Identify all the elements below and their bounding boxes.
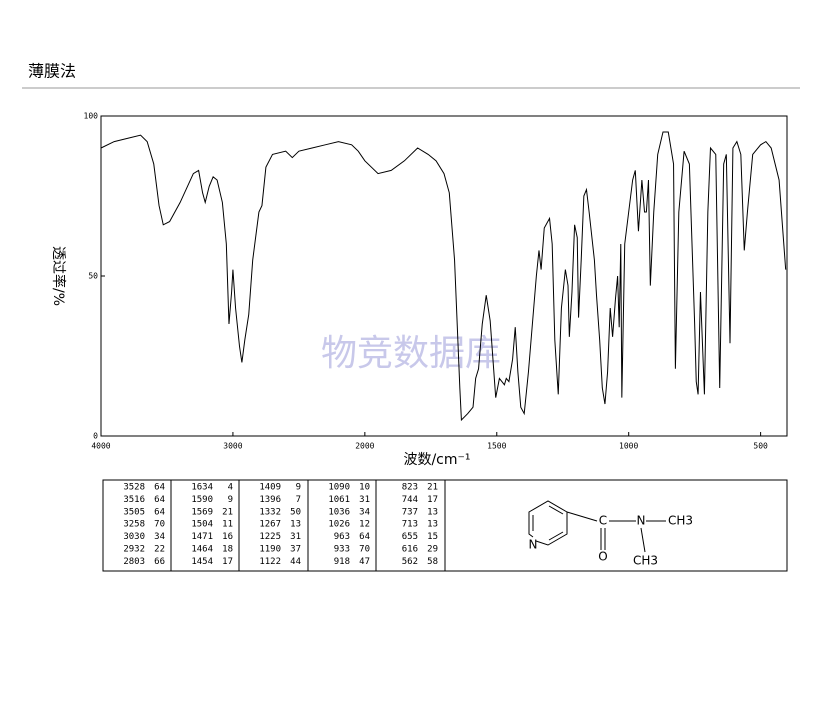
peak-transmittance: 13 [427, 507, 438, 517]
peak-transmittance: 21 [222, 507, 233, 517]
peak-transmittance: 34 [359, 507, 370, 517]
peak-wavenumber: 1225 [259, 532, 281, 542]
peak-transmittance: 64 [154, 483, 165, 493]
peak-transmittance: 15 [427, 532, 438, 542]
peak-wavenumber: 1026 [328, 520, 350, 530]
peak-wavenumber: 963 [334, 532, 350, 542]
peak-wavenumber: 1634 [191, 483, 213, 493]
peak-wavenumber: 3505 [123, 507, 145, 517]
peak-transmittance: 13 [290, 520, 301, 530]
atom-label: C [599, 514, 607, 528]
peak-wavenumber: 823 [402, 483, 418, 493]
peak-transmittance: 70 [154, 520, 165, 530]
y-tick-label: 0 [93, 432, 98, 441]
plot-frame [100, 115, 788, 437]
peak-wavenumber: 562 [402, 557, 418, 567]
peak-transmittance: 4 [228, 483, 233, 493]
peak-transmittance: 66 [154, 557, 165, 567]
peak-wavenumber: 1036 [328, 507, 350, 517]
peak-transmittance: 12 [359, 520, 370, 530]
structure-bonds [528, 500, 666, 553]
peak-wavenumber: 737 [402, 507, 418, 517]
peak-wavenumber: 3258 [123, 520, 145, 530]
page-title: 薄膜法 [28, 62, 76, 81]
peak-transmittance: 21 [427, 483, 438, 493]
peak-wavenumber: 2932 [123, 545, 145, 555]
x-tick-label: 500 [753, 442, 768, 451]
x-tick-label: 1000 [619, 442, 638, 451]
atom-label: O [598, 550, 607, 564]
atom-label: N [637, 514, 646, 528]
peak-transmittance: 64 [154, 507, 165, 517]
peak-wavenumber: 2803 [123, 557, 145, 567]
peak-transmittance: 11 [222, 520, 233, 530]
peak-transmittance: 16 [222, 532, 233, 542]
x-tick-label: 2000 [355, 442, 374, 451]
peak-wavenumber: 1122 [259, 557, 281, 567]
peak-transmittance: 17 [222, 557, 233, 567]
peak-transmittance: 31 [359, 495, 370, 505]
peak-wavenumber: 1471 [191, 532, 213, 542]
peak-wavenumber: 1409 [259, 483, 281, 493]
peak-transmittance: 13 [427, 520, 438, 530]
peak-wavenumber: 3516 [123, 495, 145, 505]
peak-transmittance: 10 [359, 483, 370, 493]
peak-transmittance: 58 [427, 557, 438, 567]
peak-transmittance: 7 [296, 495, 301, 505]
peak-transmittance: 22 [154, 545, 165, 555]
peak-wavenumber: 3528 [123, 483, 145, 493]
spectrum-line [100, 131, 787, 422]
peak-transmittance: 70 [359, 545, 370, 555]
peak-wavenumber: 3030 [123, 532, 145, 542]
peak-transmittance: 9 [228, 495, 233, 505]
peak-transmittance: 44 [290, 557, 301, 567]
peak-wavenumber: 933 [334, 545, 350, 555]
watermark: 物竞数据库 [321, 333, 501, 374]
peak-transmittance: 9 [296, 483, 301, 493]
peak-transmittance: 64 [359, 532, 370, 542]
x-tick-label: 1500 [487, 442, 506, 451]
peak-transmittance: 64 [154, 495, 165, 505]
peak-wavenumber: 1090 [328, 483, 350, 493]
peak-wavenumber: 1396 [259, 495, 281, 505]
y-tick-label: 50 [88, 272, 98, 281]
peak-wavenumber: 1590 [191, 495, 213, 505]
peak-transmittance: 50 [290, 507, 301, 517]
peak-wavenumber: 1454 [191, 557, 213, 567]
peak-wavenumber: 1332 [259, 507, 281, 517]
y-tick-label: 100 [84, 112, 99, 121]
peak-transmittance: 47 [359, 557, 370, 567]
peak-wavenumber: 616 [402, 545, 418, 555]
peak-wavenumber: 1061 [328, 495, 350, 505]
peak-wavenumber: 744 [402, 495, 418, 505]
atom-label: CH3 [668, 514, 693, 528]
peak-transmittance: 34 [154, 532, 165, 542]
x-tick-label: 3000 [223, 442, 242, 451]
x-axis-label: 波数/cm⁻¹ [403, 452, 470, 468]
x-tick-label: 4000 [91, 442, 110, 451]
peak-wavenumber: 1569 [191, 507, 213, 517]
peak-wavenumber: 1464 [191, 545, 213, 555]
peak-wavenumber: 655 [402, 532, 418, 542]
peak-transmittance: 18 [222, 545, 233, 555]
peak-wavenumber: 713 [402, 520, 418, 530]
peak-transmittance: 29 [427, 545, 438, 555]
atom-label: N [529, 538, 538, 552]
y-axis-label: 透过率/% [50, 246, 67, 306]
peak-wavenumber: 1190 [259, 545, 281, 555]
peak-wavenumber: 1504 [191, 520, 213, 530]
peak-wavenumber: 918 [334, 557, 350, 567]
peak-transmittance: 31 [290, 532, 301, 542]
atom-label: CH3 [633, 554, 658, 568]
peak-transmittance: 17 [427, 495, 438, 505]
table-dividers [170, 480, 446, 571]
peak-wavenumber: 1267 [259, 520, 281, 530]
peak-transmittance: 37 [290, 545, 301, 555]
